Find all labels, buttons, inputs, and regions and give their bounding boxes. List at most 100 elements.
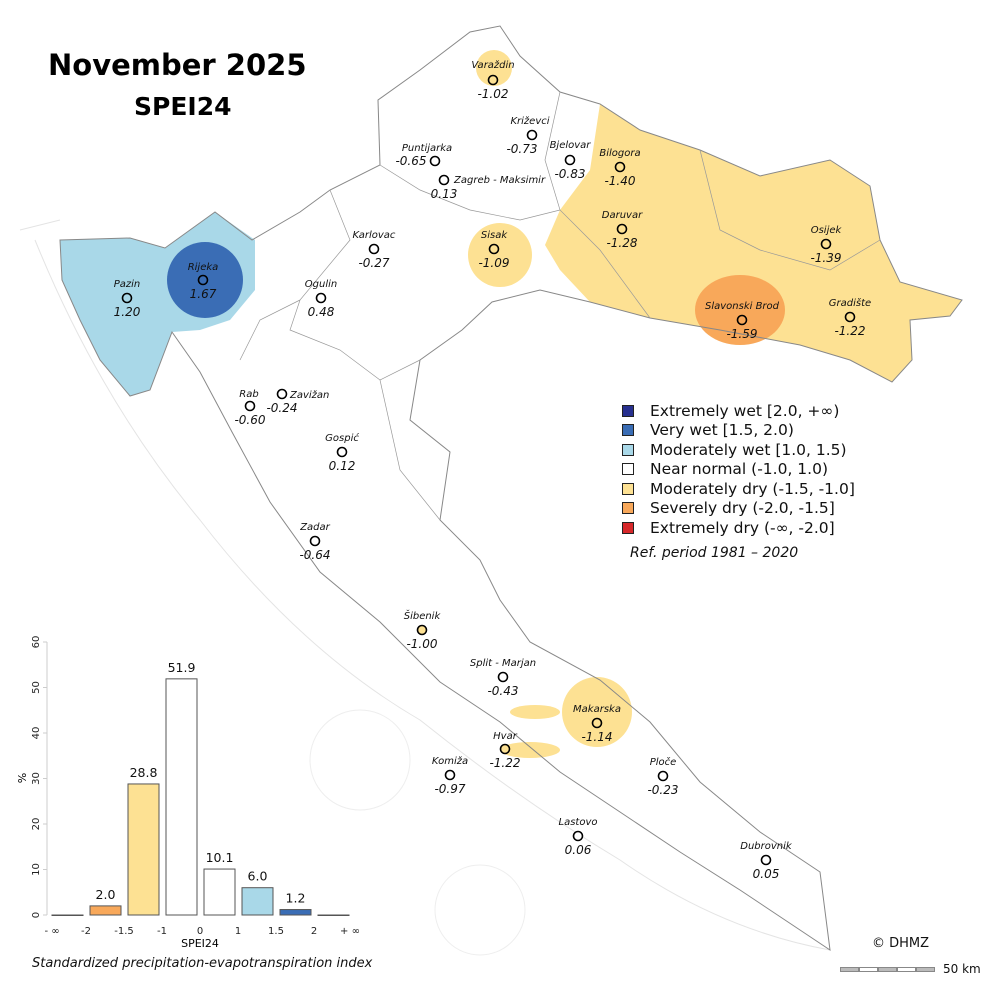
station-name: Bjelovar	[550, 140, 592, 151]
station-dot[interactable]	[499, 743, 511, 755]
station-marker[interactable]: Daruvar -1.28	[602, 210, 643, 250]
bar-value-label: 1.2	[286, 891, 306, 906]
legend-item: Very wet [1.5, 2.0)	[622, 421, 855, 441]
map-title: November 2025	[48, 48, 307, 82]
station-dot[interactable]	[438, 174, 450, 186]
station-marker[interactable]: Šibenik -1.00	[404, 609, 442, 651]
station-dot[interactable]	[820, 238, 832, 250]
station-dot[interactable]	[760, 854, 772, 866]
station-dot[interactable]	[444, 769, 456, 781]
station-marker[interactable]: Pazin 1.20	[114, 279, 141, 319]
station-dot[interactable]	[591, 717, 603, 729]
station-marker[interactable]: Slavonski Brod -1.59	[705, 301, 780, 341]
station-dot[interactable]	[368, 243, 380, 255]
bar	[51, 914, 84, 916]
station-marker[interactable]: Lastovo 0.06	[559, 817, 598, 857]
spei-region	[545, 104, 962, 382]
bar	[165, 678, 198, 916]
station-dot[interactable]	[244, 400, 256, 412]
station-marker[interactable]: Bjelovar -0.83	[550, 140, 592, 181]
station-dot[interactable]	[416, 624, 428, 636]
station-name: Sisak	[481, 230, 508, 241]
county-border	[289, 189, 381, 381]
legend-swatch	[622, 424, 634, 437]
station-marker[interactable]: Gradište -1.22	[829, 297, 871, 338]
station-dot[interactable]	[844, 311, 856, 323]
station-marker[interactable]: Sisak -1.09	[478, 230, 509, 270]
station-dot[interactable]	[488, 243, 500, 255]
station-marker[interactable]: Split - Marjan -0.43	[470, 658, 536, 698]
station-name: Dubrovnik	[740, 841, 793, 852]
bar	[279, 909, 312, 916]
station-name: Osijek	[811, 225, 843, 236]
legend-swatch	[622, 404, 634, 417]
station-dot[interactable]	[336, 446, 348, 458]
station-value: 0.05	[753, 867, 780, 881]
station-marker[interactable]: Karlovac -0.27	[353, 230, 396, 270]
station-value: -1.09	[478, 256, 509, 270]
station-dot[interactable]	[429, 155, 441, 167]
station-marker[interactable]: Zavižan-0.24	[266, 388, 329, 415]
station-dot[interactable]	[197, 274, 209, 286]
station-marker[interactable]: Komiža -0.97	[432, 755, 468, 796]
station-dot[interactable]	[121, 292, 133, 304]
station-marker[interactable]: Osijek -1.39	[810, 225, 842, 265]
spei-region	[468, 223, 532, 287]
station-value: 0.48	[308, 305, 335, 319]
bar	[89, 905, 122, 916]
spei-region	[500, 742, 560, 758]
station-marker[interactable]: Hvar -1.22	[489, 731, 520, 770]
station-marker[interactable]: Ploče -0.23	[647, 756, 678, 797]
station-dot[interactable]	[526, 129, 538, 141]
station-dot[interactable]	[564, 154, 576, 166]
station-dot[interactable]	[315, 292, 327, 304]
station-dot[interactable]	[736, 314, 748, 326]
station-marker[interactable]: Ogulin 0.48	[305, 279, 337, 319]
station-value: 1.67	[190, 287, 217, 301]
station-dot[interactable]	[276, 388, 288, 400]
x-axis-label: SPEI24	[181, 937, 219, 950]
station-dot[interactable]	[497, 671, 509, 683]
station-marker[interactable]: Rab -0.60	[234, 389, 265, 427]
y-axis-label: %	[16, 773, 29, 783]
station-marker[interactable]: Križevci -0.73	[506, 115, 549, 156]
scale-segment	[878, 966, 897, 972]
station-value: 0.13	[431, 187, 458, 201]
station-dot[interactable]	[572, 830, 584, 842]
spei-region	[476, 50, 512, 86]
station-dot[interactable]	[487, 74, 499, 86]
station-value: -0.60	[234, 413, 265, 427]
station-marker[interactable]: Makarska -1.14	[573, 704, 621, 744]
station-value: -0.64	[299, 548, 330, 562]
station-marker[interactable]: Dubrovnik 0.05	[740, 841, 793, 881]
station-value: -0.83	[554, 167, 585, 181]
station-dot[interactable]	[309, 535, 321, 547]
scale-segment	[916, 966, 935, 972]
station-value: -0.43	[487, 684, 518, 698]
station-value: 0.06	[565, 843, 592, 857]
station-value: -0.27	[358, 256, 389, 270]
legend-swatch	[622, 521, 634, 534]
sea-outline	[19, 219, 831, 956]
station-marker[interactable]: Bilogora -1.40	[599, 148, 640, 188]
station-value: -1.00	[406, 637, 437, 651]
station-dot[interactable]	[614, 161, 626, 173]
station-marker[interactable]: Puntijarka-0.65	[395, 143, 452, 168]
station-marker[interactable]: Rijeka 1.67	[188, 262, 219, 301]
station-dot[interactable]	[657, 770, 669, 782]
station-name: Ploče	[650, 756, 677, 768]
bar	[203, 868, 236, 916]
station-value: -1.40	[604, 174, 635, 188]
station-name: Lastovo	[559, 817, 598, 828]
copyright: © DHMZ	[872, 936, 930, 951]
scale-bar: 50 km	[840, 962, 981, 976]
station-name: Šibenik	[404, 609, 442, 622]
station-name: Split - Marjan	[470, 658, 536, 669]
x-tick-label: -2	[81, 926, 91, 937]
station-marker[interactable]: Varaždin -1.02	[471, 59, 514, 101]
station-marker[interactable]: Gospić 0.12	[325, 432, 359, 473]
station-marker[interactable]: Zadar -0.64	[299, 522, 330, 562]
station-dot[interactable]	[616, 223, 628, 235]
bar-value-label: 10.1	[206, 850, 234, 865]
